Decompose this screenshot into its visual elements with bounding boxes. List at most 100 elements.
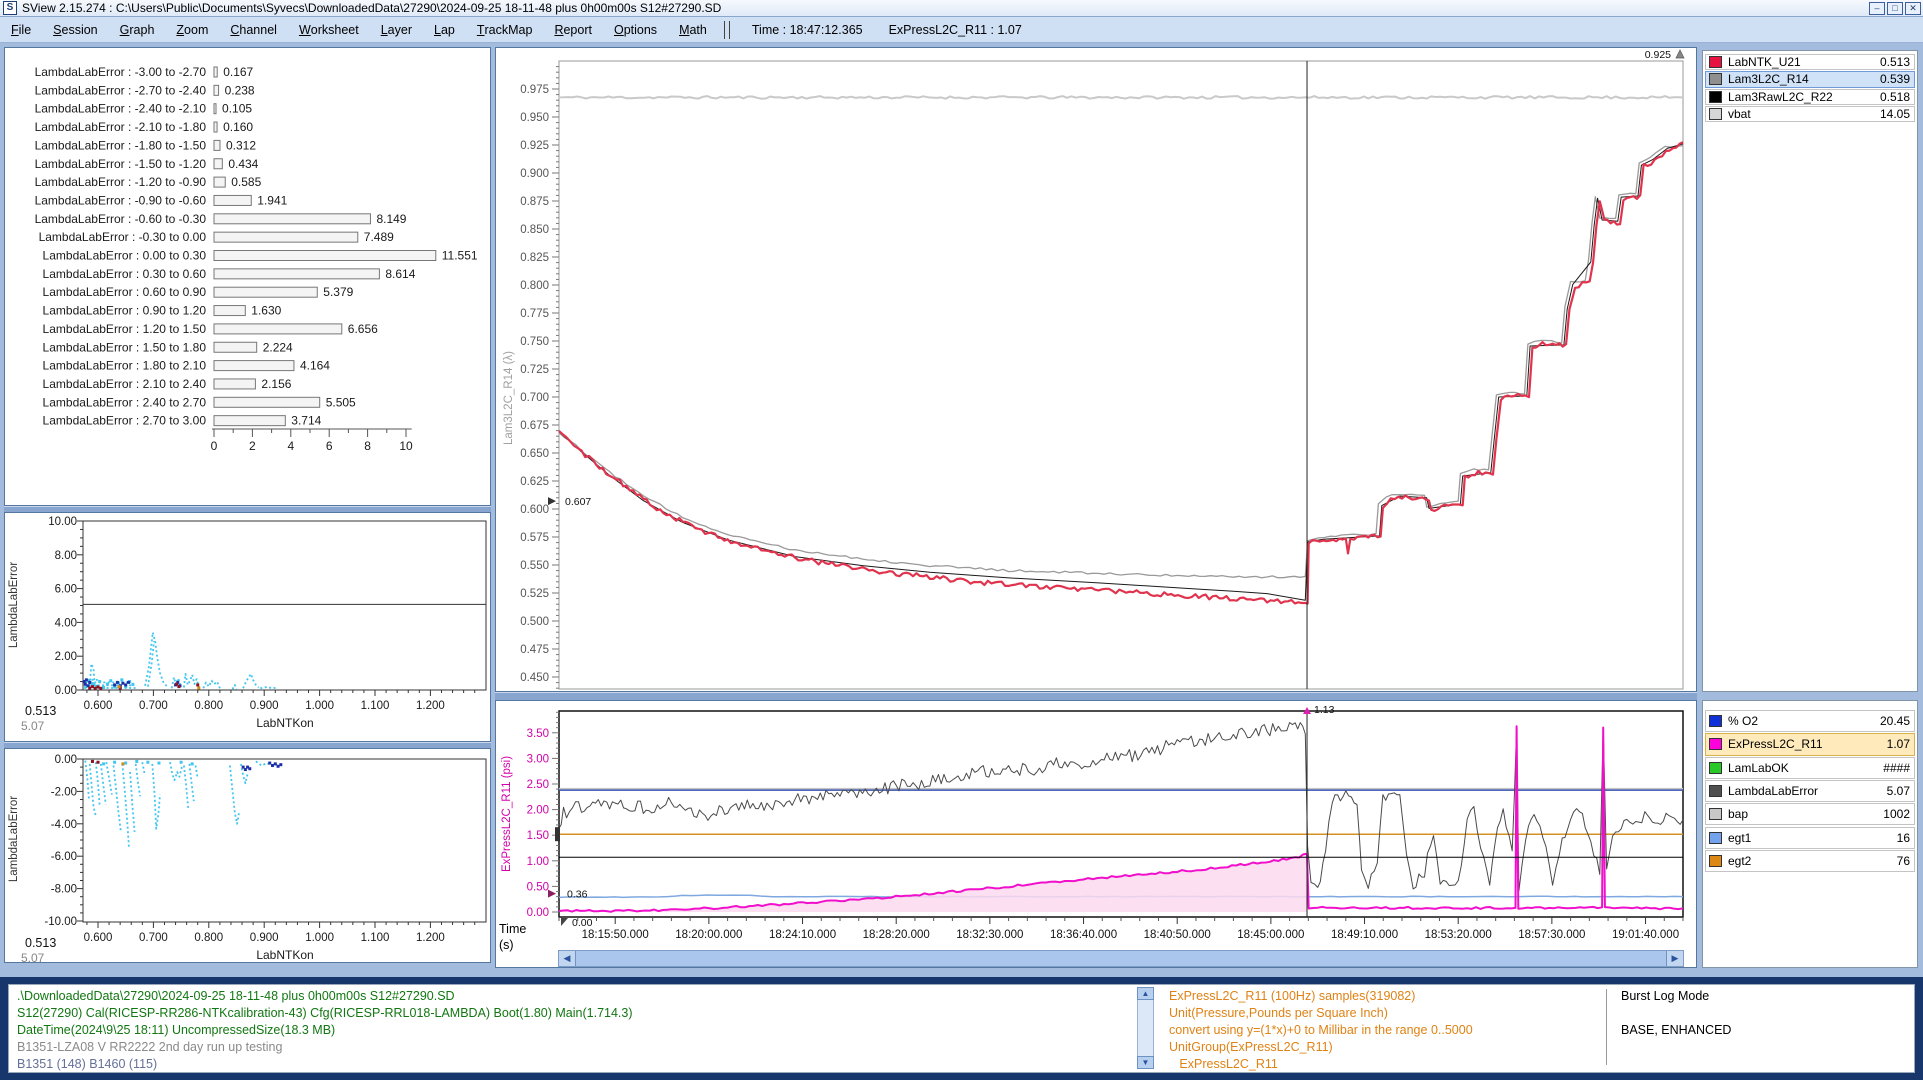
svg-text:0.513: 0.513 [25, 936, 56, 950]
svg-text:8.149: 8.149 [376, 212, 406, 226]
channel-row-egt1[interactable]: egt1 16 [1705, 826, 1915, 849]
svg-text:LambdaLabError : -1.80 to -1.5: LambdaLabError : -1.80 to -1.50 [35, 138, 207, 152]
svg-text:LambdaLabError : 0.30 to 0.60: LambdaLabError : 0.30 to 0.60 [43, 267, 207, 281]
channel-value: 1002 [1883, 807, 1910, 822]
svg-text:2.00: 2.00 [527, 805, 549, 817]
svg-text:0.600: 0.600 [84, 932, 113, 944]
svg-text:0.607: 0.607 [565, 496, 591, 508]
histogram-canvas[interactable]: LambdaLabError : -3.00 to -2.70 0.167 Lamb… [5, 48, 490, 505]
minimize-button[interactable]: – [1869, 1, 1885, 15]
svg-text:LambdaLabError : -2.10 to -1.8: LambdaLabError : -2.10 to -1.80 [35, 120, 207, 134]
svg-text:11.551: 11.551 [442, 249, 478, 263]
status-scrollbar[interactable]: ▲ ▼ [1137, 987, 1154, 1069]
channel-info-line: convert using y=(1*x)+0 to Millibar in t… [1169, 1023, 1473, 1037]
channel-color-swatch [1709, 785, 1722, 798]
svg-text:1.000: 1.000 [305, 932, 334, 944]
close-button[interactable]: ✕ [1905, 1, 1921, 15]
svg-text:1.941: 1.941 [257, 193, 287, 207]
svg-text:0.105: 0.105 [222, 102, 252, 116]
svg-text:LambdaLabError : -0.60 to -0.3: LambdaLabError : -0.60 to -0.30 [35, 212, 207, 226]
channel-value: 1.07 [1886, 737, 1910, 752]
channel-value: #### [1883, 760, 1910, 775]
svg-text:18:57:30.000: 18:57:30.000 [1518, 929, 1585, 941]
log-mode-text: Burst Log Mode BASE, ENHANCED [1621, 988, 1731, 1039]
splitter-1[interactable] [4, 506, 491, 512]
splitter-2[interactable] [4, 742, 491, 748]
channel-row-bap[interactable]: bap 1002 [1705, 803, 1915, 826]
channel-row-egt2[interactable]: egt2 76 [1705, 849, 1915, 873]
svg-text:18:15:50.000: 18:15:50.000 [582, 929, 649, 941]
scatter-bottom-canvas[interactable]: 0.00 -2.00 -4.00 -6.00 -8.00 -10.00 0.600 0.700… [5, 749, 490, 962]
splitter-3[interactable] [495, 692, 1697, 700]
svg-text:10.00: 10.00 [48, 516, 77, 528]
channel-color-swatch [1709, 715, 1722, 728]
status-divider [1606, 989, 1607, 1065]
main-chart-canvas[interactable]: 0.450 0.475 0.500 0.525 0.550 0.575 0.600 0.625… [496, 48, 1696, 691]
scroll-right-icon[interactable]: ▶ [1667, 951, 1683, 966]
svg-text:0.00: 0.00 [55, 754, 77, 766]
channel-name: Lam3RawL2C_R22 [1728, 89, 1833, 104]
channel-row-lam3rawl2c-r22[interactable]: Lam3RawL2C_R22 0.518 [1705, 88, 1915, 105]
channel-row--o2[interactable]: % O2 20.45 [1705, 710, 1915, 733]
channel-name: LambdaLabError [1728, 784, 1819, 799]
svg-text:1.50: 1.50 [527, 830, 549, 842]
pressure-chart-canvas[interactable]: 0.00 0.50 1.00 1.50 2.00 2.50 3.00 3.50 ExPressL… [496, 701, 1696, 967]
channel-name: Lam3L2C_R14 [1728, 72, 1809, 87]
channel-value: 0.513 [1879, 55, 1910, 70]
svg-text:5.07: 5.07 [21, 719, 45, 733]
channel-row-expressl2c-r11[interactable]: ExPressL2C_R11 1.07 [1705, 733, 1915, 756]
svg-text:0.500: 0.500 [520, 616, 549, 628]
channel-row-vbat[interactable]: vbat 14.05 [1705, 105, 1915, 123]
scatter-top-panel: 0.00 2.00 4.00 6.00 8.00 10.00 0.600 0.700 0.800… [4, 512, 491, 742]
svg-text:LambdaLabError : -2.70 to -2.4: LambdaLabError : -2.70 to -2.40 [35, 83, 207, 97]
menu-separator [723, 20, 730, 39]
svg-text:1.100: 1.100 [361, 700, 390, 712]
svg-text:0.167: 0.167 [223, 65, 253, 79]
svg-text:LambdaLabError : 0.60 to 0.90: LambdaLabError : 0.60 to 0.90 [43, 285, 207, 299]
channel-row-lambdalaberror[interactable]: LambdaLabError 5.07 [1705, 779, 1915, 803]
svg-text:3.00: 3.00 [527, 753, 549, 765]
scroll-up-icon[interactable]: ▲ [1137, 987, 1154, 1000]
svg-text:18:45:00.000: 18:45:00.000 [1237, 929, 1304, 941]
title-bar[interactable]: S SView 2.15.274 : C:\Users\Public\Docum… [0, 0, 1923, 17]
svg-text:5.07: 5.07 [21, 951, 45, 962]
scroll-down-icon[interactable]: ▼ [1137, 1056, 1154, 1069]
svg-text:18:36:40.000: 18:36:40.000 [1050, 929, 1117, 941]
svg-text:-8.00: -8.00 [51, 884, 77, 896]
app-icon: S [3, 1, 17, 15]
svg-text:3.50: 3.50 [527, 728, 549, 740]
svg-text:0.650: 0.650 [520, 448, 549, 460]
scroll-left-icon[interactable]: ◀ [559, 951, 575, 966]
svg-text:6.656: 6.656 [348, 322, 378, 336]
maximize-button[interactable]: □ [1887, 1, 1903, 15]
svg-text:LambdaLabError : -0.30 to 0.00: LambdaLabError : -0.30 to 0.00 [39, 230, 207, 244]
scatter-top-canvas[interactable]: 0.00 2.00 4.00 6.00 8.00 10.00 0.600 0.700 0.800… [5, 513, 490, 741]
svg-text:LambdaLabError : -2.40 to -2.1: LambdaLabError : -2.40 to -2.10 [35, 102, 207, 116]
channel-row-labntk-u21[interactable]: LabNTK_U21 0.513 [1705, 54, 1915, 71]
status-scroll-track[interactable] [1137, 1000, 1154, 1056]
channel-row-lam3l2c-r14[interactable]: Lam3L2C_R14 0.539 [1705, 71, 1915, 88]
scrollbar-thumb[interactable] [575, 951, 1667, 966]
svg-text:0.585: 0.585 [231, 175, 261, 189]
channel-value: 16 [1896, 830, 1910, 845]
channel-name: LabNTK_U21 [1728, 55, 1801, 70]
channel-row-lamlabok[interactable]: LamLabOK #### [1705, 756, 1915, 779]
session-info-text: .\DownloadedData\27290\2024-09-25 18-11-… [17, 988, 633, 1073]
time-scrollbar[interactable]: ◀ ▶ [558, 950, 1684, 967]
svg-text:1.13: 1.13 [1314, 704, 1335, 716]
svg-text:0.160: 0.160 [223, 120, 253, 134]
svg-text:Lam3L2C_R14 (λ): Lam3L2C_R14 (λ) [503, 351, 515, 445]
